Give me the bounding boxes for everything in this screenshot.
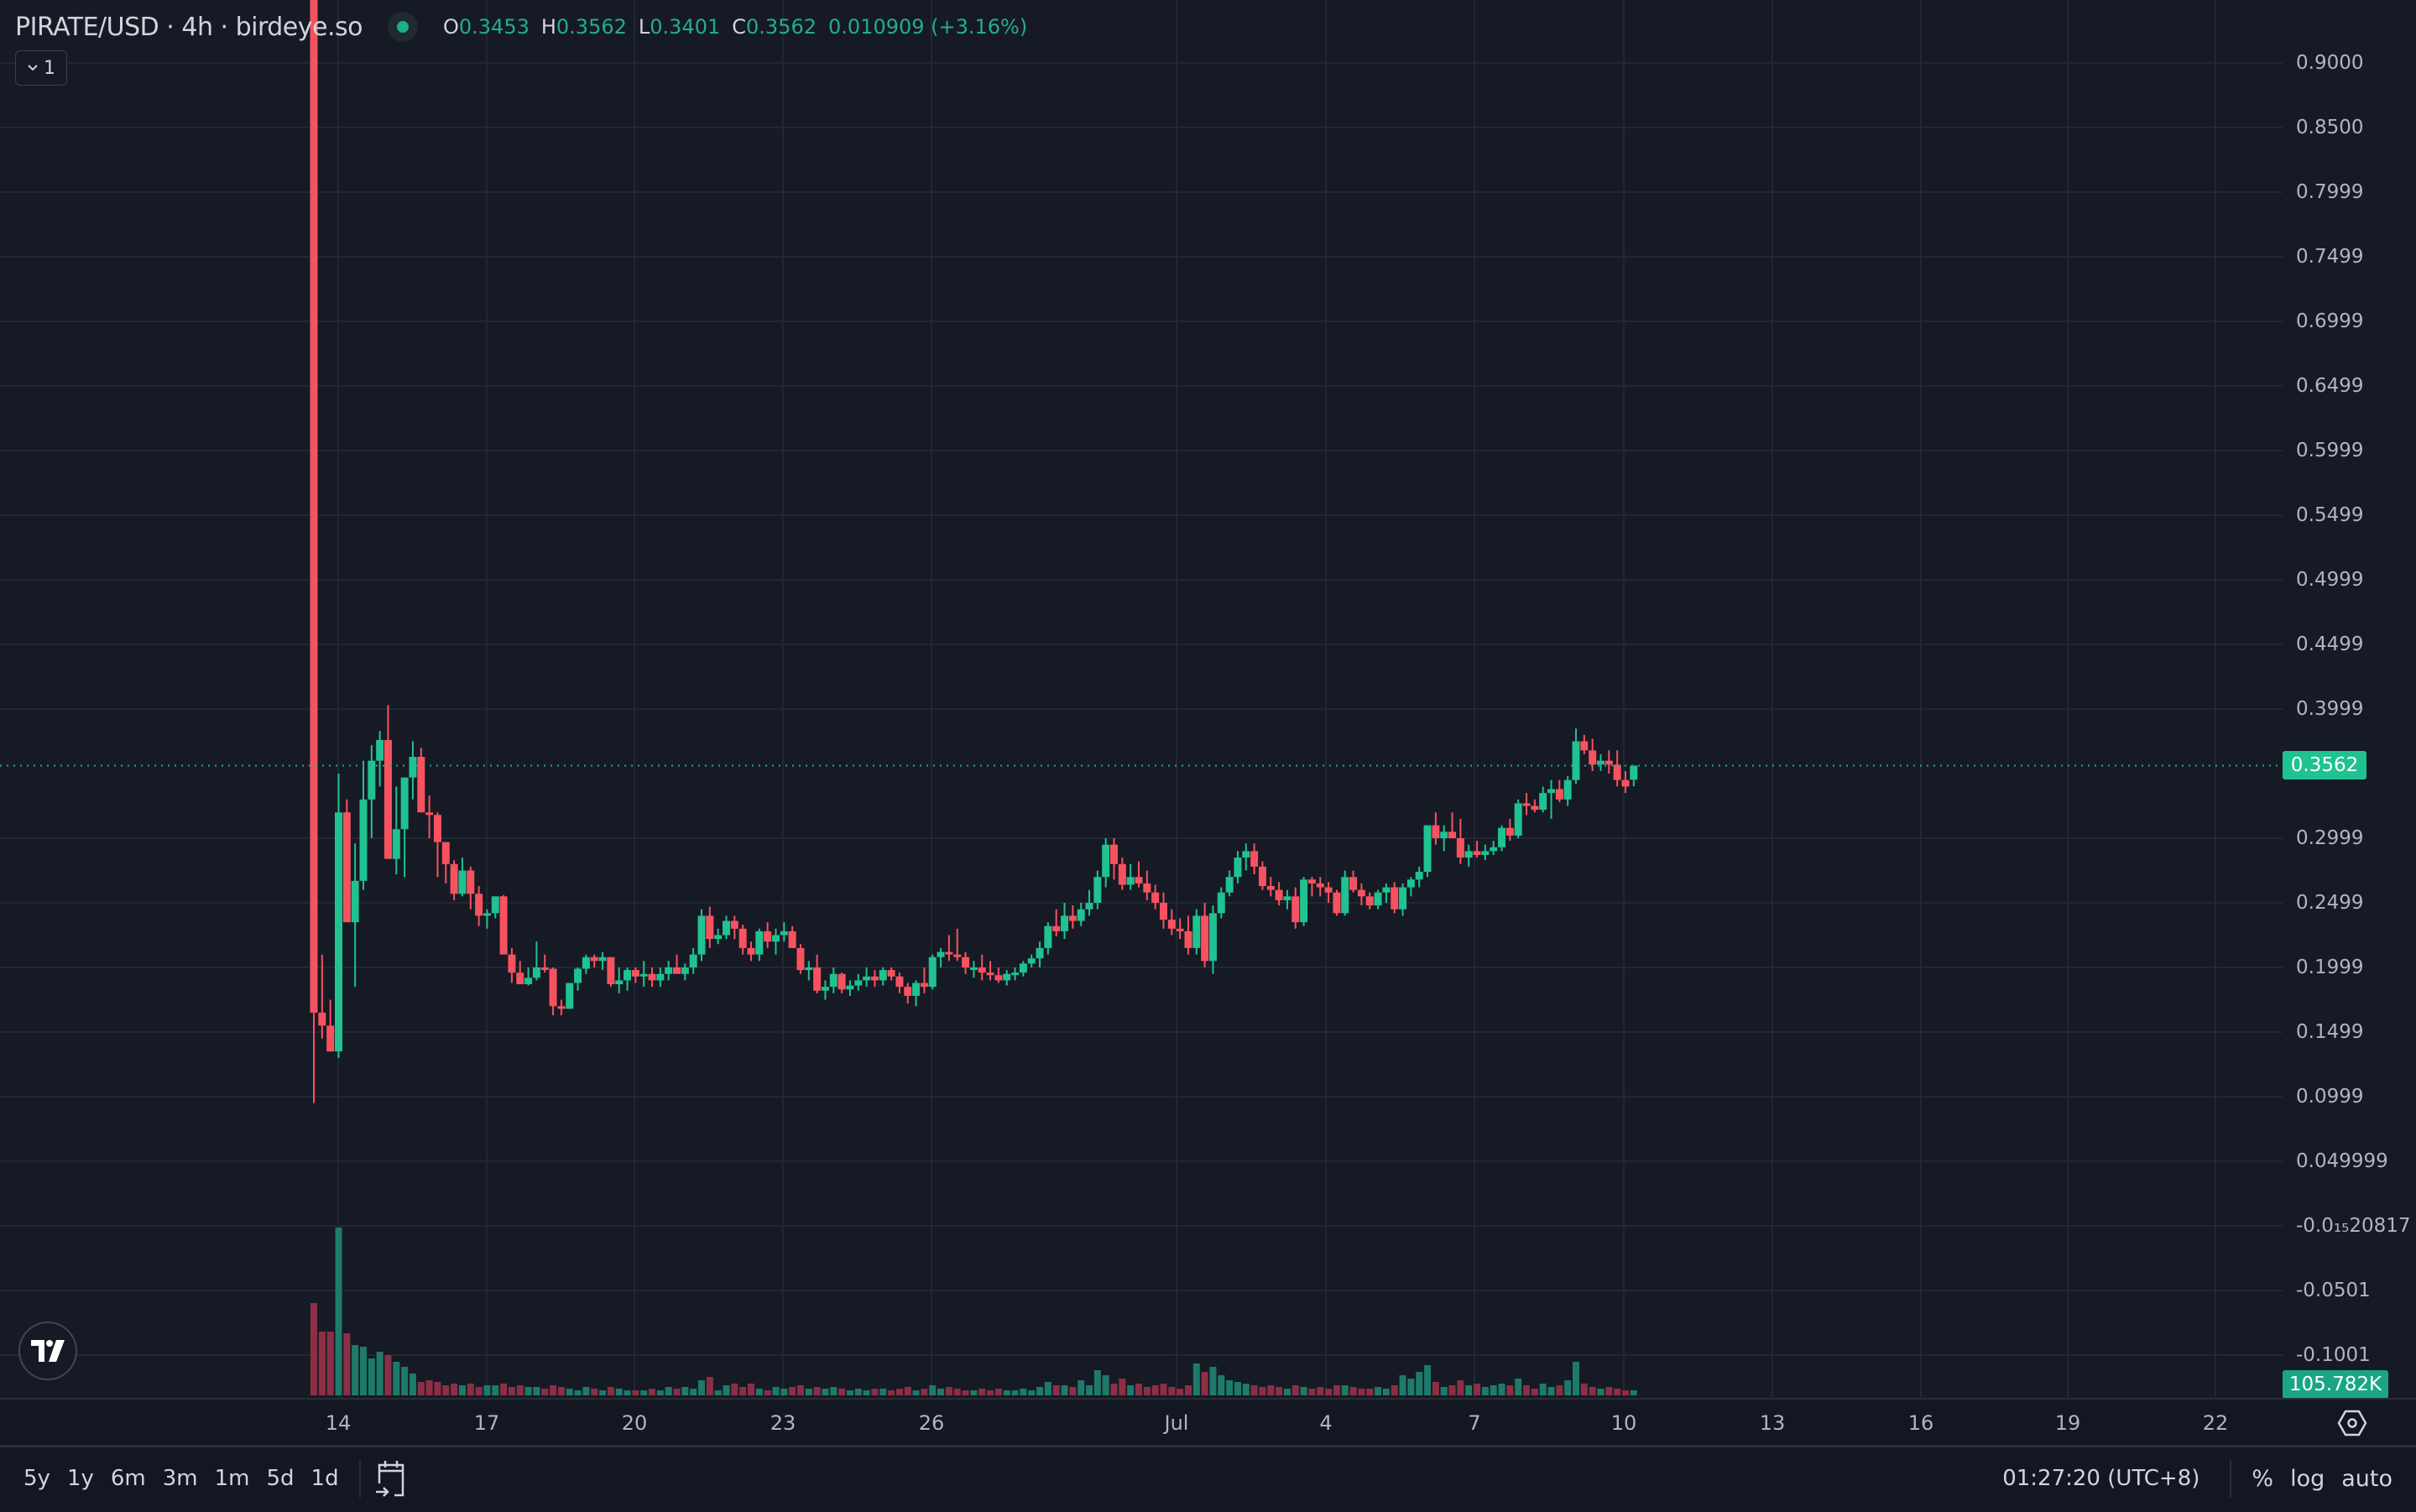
price-tick-label: 0.2499 (2296, 892, 2364, 914)
price-tick-label: 0.8500 (2296, 117, 2364, 138)
clock-timezone[interactable]: 01:27:20 (UTC+8) (2002, 1466, 2200, 1491)
time-tick-label: 13 (1759, 1411, 1786, 1435)
grid-lines (0, 0, 2283, 1397)
time-tick-label: 10 (1610, 1411, 1637, 1435)
market-status[interactable] (387, 12, 418, 42)
time-tick-label: 17 (473, 1411, 500, 1435)
open-label: O (442, 15, 459, 39)
chart-pane[interactable]: PIRATE/USD · 4h · birdeye.so O0.3453 H0.… (0, 0, 2416, 1399)
price-plot[interactable] (0, 0, 2283, 1397)
volume-bars (310, 1228, 1637, 1395)
close-label: C (732, 15, 747, 39)
chevron-down-icon (28, 65, 38, 71)
price-tick-label: 0.2999 (2296, 827, 2364, 849)
price-tick-label: -0.0501 (2296, 1280, 2371, 1301)
go-to-date-icon[interactable] (373, 1458, 410, 1499)
price-tick-label: 0.7499 (2296, 246, 2364, 268)
tradingview-logo[interactable] (18, 1322, 77, 1380)
range-1d-button[interactable]: 1d (310, 1466, 339, 1491)
price-tick-label: 0.1499 (2296, 1021, 2364, 1043)
divider (2230, 1459, 2232, 1498)
time-tick-label: Jul (1164, 1411, 1189, 1435)
time-tick-label: 4 (1319, 1411, 1333, 1435)
range-5y-button[interactable]: 5y (23, 1466, 50, 1491)
symbol-legend: PIRATE/USD · 4h · birdeye.so O0.3453 H0.… (15, 10, 1027, 44)
bottom-toolbar: 5y 1y 6m 3m 1m 5d 1d 01:27:20 (UTC+8) % … (0, 1445, 2416, 1512)
high-value: 0.3562 (556, 15, 627, 39)
tradingview-logo-icon (31, 1340, 65, 1362)
range-1y-button[interactable]: 1y (66, 1466, 94, 1491)
indicator-count: 1 (44, 57, 55, 79)
price-tick-label: 0.6499 (2296, 375, 2364, 397)
price-tick-label: 0.5999 (2296, 440, 2364, 461)
high-label: H (540, 15, 556, 39)
ohlc-values: O0.3453 H0.3562 L0.3401 C0.3562 0.010909… (443, 15, 1027, 39)
low-value: 0.3401 (650, 15, 721, 39)
time-axis[interactable]: 14 17 20 23 26 Jul 4 7 10 13 16 19 22 (0, 1398, 2416, 1447)
percent-scale-toggle[interactable]: % (2252, 1465, 2274, 1492)
range-5d-button[interactable]: 5d (266, 1466, 295, 1491)
scale-controls: 01:27:20 (UTC+8) % log auto (2002, 1447, 2401, 1509)
symbol-title[interactable]: PIRATE/USD · 4h · birdeye.so (15, 12, 363, 42)
time-tick-label: 7 (1468, 1411, 1481, 1435)
time-tick-label: 26 (918, 1411, 945, 1435)
price-axis[interactable]: 0.9000 0.8500 0.7999 0.7499 0.6999 0.6499 0.59… (2283, 0, 2416, 1399)
auto-scale-toggle[interactable]: auto (2341, 1465, 2393, 1492)
low-label: L (638, 15, 650, 39)
time-tick-label: 22 (2202, 1411, 2229, 1435)
time-tick-label: 19 (2054, 1411, 2081, 1435)
last-price-label: 0.3562 (2283, 751, 2366, 780)
price-tick-label: 0.6999 (2296, 310, 2364, 332)
range-6m-button[interactable]: 6m (110, 1466, 146, 1491)
change-value: 0.010909 (+3.16%) (828, 15, 1028, 39)
chart-settings-icon[interactable] (2337, 1408, 2367, 1438)
price-tick-label: 0.4999 (2296, 569, 2364, 591)
price-tick-label: 0.1999 (2296, 957, 2364, 978)
time-tick-label: 16 (1907, 1411, 1934, 1435)
price-tick-label: 0.0999 (2296, 1086, 2364, 1108)
price-tick-label: 0.7999 (2296, 181, 2364, 203)
time-tick-label: 20 (621, 1411, 648, 1435)
open-value: 0.3453 (458, 15, 530, 39)
collapse-indicators-button[interactable]: 1 (15, 50, 67, 86)
close-value: 0.3562 (746, 15, 817, 39)
price-tick-label: 0.3999 (2296, 698, 2364, 720)
date-range-buttons: 5y 1y 6m 3m 1m 5d 1d (15, 1447, 410, 1509)
time-tick-label: 23 (770, 1411, 796, 1435)
price-tick-label: 0.4499 (2296, 633, 2364, 655)
price-tick-label: 0.049999 (2296, 1150, 2388, 1172)
status-dot-icon (396, 21, 409, 33)
price-tick-label: 0.5499 (2296, 504, 2364, 526)
last-volume-label: 105.782K (2283, 1370, 2388, 1399)
range-1m-button[interactable]: 1m (214, 1466, 250, 1491)
candlesticks (310, 0, 1638, 1103)
price-tick-label: 0.9000 (2296, 52, 2364, 74)
divider (358, 1459, 361, 1498)
log-scale-toggle[interactable]: log (2290, 1465, 2325, 1492)
time-tick-label: 14 (325, 1411, 352, 1435)
price-tick-label: -0.1001 (2296, 1344, 2371, 1366)
price-tick-label: -0.0₁₅20817 (2296, 1215, 2411, 1237)
range-3m-button[interactable]: 3m (162, 1466, 198, 1491)
